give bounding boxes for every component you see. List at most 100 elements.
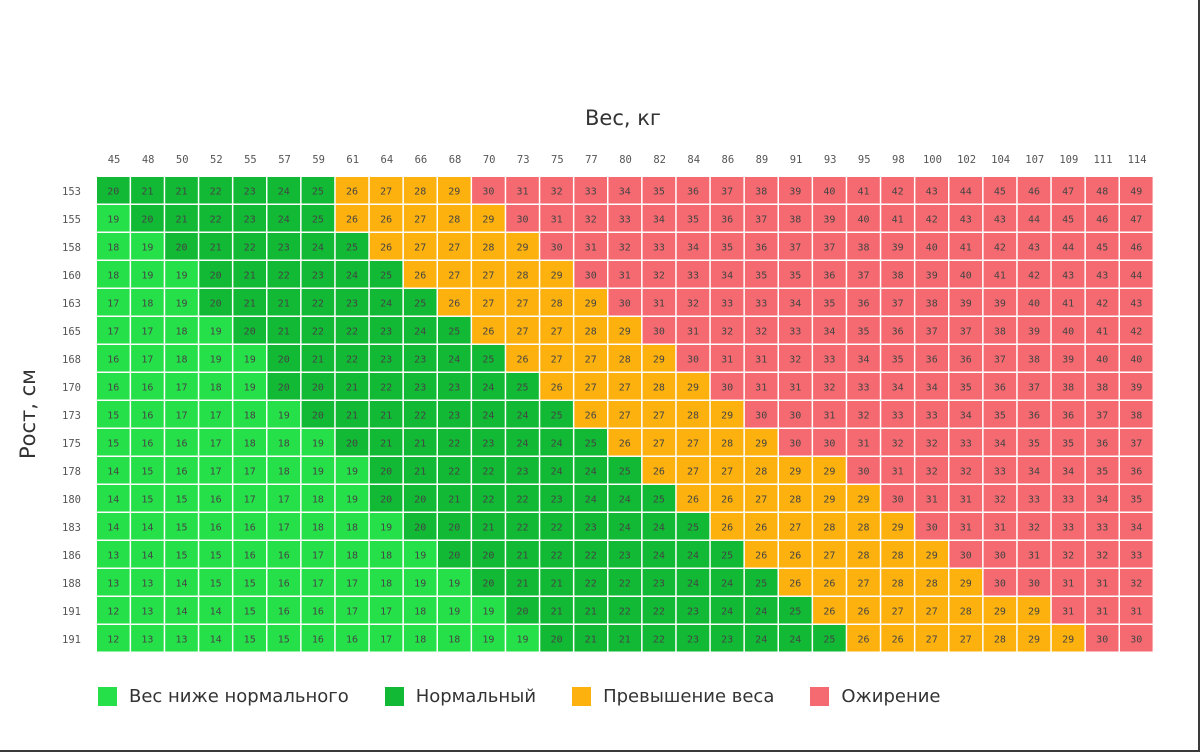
y-tick-label: 168 bbox=[62, 354, 81, 366]
cell-value-label: 20 bbox=[210, 298, 222, 309]
heatmap-cell bbox=[779, 261, 812, 288]
cell-value-label: 42 bbox=[994, 242, 1006, 253]
cell-value-label: 30 bbox=[482, 186, 494, 197]
heatmap-cell bbox=[847, 513, 880, 540]
heatmap-cell bbox=[642, 401, 676, 428]
cell-value-label: 22 bbox=[516, 522, 528, 533]
y-tick-label: 163 bbox=[62, 298, 81, 310]
cell-value-label: 25 bbox=[346, 242, 358, 253]
heatmap-cell bbox=[335, 485, 369, 512]
heatmap-cell bbox=[301, 541, 335, 568]
heatmap-cell bbox=[369, 569, 403, 596]
x-tick-label: 98 bbox=[892, 154, 905, 166]
heatmap-cell bbox=[506, 205, 539, 232]
heatmap-cell bbox=[1120, 513, 1153, 540]
heatmap-cell bbox=[744, 233, 778, 260]
cell-value-label: 20 bbox=[380, 466, 392, 477]
cell-value-label: 20 bbox=[448, 550, 460, 561]
heatmap-cell bbox=[779, 429, 812, 456]
heatmap-cell bbox=[983, 541, 1017, 568]
heatmap-cell bbox=[97, 541, 130, 568]
heatmap-cell bbox=[403, 205, 437, 232]
heatmap-cell bbox=[608, 541, 642, 568]
heatmap-cell bbox=[506, 625, 539, 652]
heatmap-cell bbox=[710, 317, 744, 344]
heatmap-cell bbox=[915, 513, 948, 540]
cell-value-label: 29 bbox=[1062, 634, 1074, 645]
cell-value-label: 18 bbox=[380, 550, 392, 561]
cell-value-label: 43 bbox=[994, 214, 1006, 225]
cell-value-label: 22 bbox=[653, 606, 665, 617]
cell-value-label: 36 bbox=[960, 354, 972, 365]
cell-value-label: 21 bbox=[482, 522, 494, 533]
heatmap-cell bbox=[131, 177, 164, 204]
cell-value-label: 29 bbox=[823, 494, 835, 505]
heatmap-cell bbox=[369, 233, 403, 260]
cell-value-label: 19 bbox=[141, 270, 153, 281]
cell-value-label: 24 bbox=[721, 606, 733, 617]
cell-value-label: 19 bbox=[244, 382, 256, 393]
heatmap-cell bbox=[1051, 289, 1085, 316]
cell-value-label: 20 bbox=[141, 214, 153, 225]
cell-value-label: 17 bbox=[244, 494, 256, 505]
cell-value-label: 44 bbox=[960, 186, 972, 197]
heatmap-cell bbox=[506, 233, 539, 260]
cell-value-label: 15 bbox=[244, 606, 256, 617]
heatmap-cell bbox=[335, 597, 369, 624]
cell-value-label: 24 bbox=[482, 410, 494, 421]
x-tick-label: 93 bbox=[824, 154, 837, 166]
cell-value-label: 28 bbox=[960, 606, 972, 617]
heatmap-cell bbox=[131, 457, 164, 484]
cell-value-label: 28 bbox=[789, 494, 801, 505]
heatmap-cell bbox=[335, 233, 369, 260]
heatmap-cell bbox=[608, 597, 642, 624]
cell-value-label: 37 bbox=[892, 298, 904, 309]
heatmap-cell bbox=[881, 569, 914, 596]
cell-value-label: 26 bbox=[585, 410, 597, 421]
heatmap-cell bbox=[267, 289, 301, 316]
heatmap-cell bbox=[301, 289, 335, 316]
heatmap-cell bbox=[642, 485, 676, 512]
heatmap-cell bbox=[608, 261, 642, 288]
cell-value-label: 15 bbox=[175, 522, 187, 533]
heatmap-cell bbox=[710, 569, 744, 596]
heatmap-cell bbox=[915, 233, 948, 260]
heatmap-cell bbox=[676, 625, 710, 652]
cell-value-label: 29 bbox=[619, 326, 631, 337]
heatmap-cell bbox=[1120, 177, 1153, 204]
heatmap-cell bbox=[131, 485, 164, 512]
cell-value-label: 28 bbox=[653, 382, 665, 393]
cell-value-label: 28 bbox=[994, 634, 1006, 645]
cell-value-label: 35 bbox=[755, 270, 767, 281]
heatmap-cell bbox=[131, 373, 164, 400]
heatmap-cell bbox=[847, 457, 880, 484]
heatmap-cell bbox=[233, 317, 266, 344]
heatmap-cell bbox=[233, 541, 266, 568]
cell-value-label: 20 bbox=[175, 242, 187, 253]
cell-value-label: 27 bbox=[892, 606, 904, 617]
cell-value-label: 47 bbox=[1062, 186, 1074, 197]
heatmap-cell bbox=[1017, 597, 1051, 624]
heatmap-cell bbox=[506, 597, 539, 624]
heatmap-cell bbox=[301, 177, 335, 204]
cell-value-label: 29 bbox=[687, 382, 699, 393]
cell-value-label: 35 bbox=[1028, 438, 1040, 449]
cell-value-label: 20 bbox=[312, 382, 324, 393]
heatmap-cell bbox=[676, 233, 710, 260]
cell-value-label: 38 bbox=[994, 326, 1006, 337]
heatmap-cell bbox=[403, 317, 437, 344]
cell-value-label: 26 bbox=[857, 634, 869, 645]
heatmap-cell bbox=[131, 429, 164, 456]
heatmap-cell bbox=[881, 373, 914, 400]
cell-value-label: 30 bbox=[585, 270, 597, 281]
cell-value-label: 18 bbox=[244, 438, 256, 449]
cell-value-label: 30 bbox=[1028, 578, 1040, 589]
heatmap-cell bbox=[744, 597, 778, 624]
heatmap-cell bbox=[199, 569, 232, 596]
heatmap-cell bbox=[301, 457, 335, 484]
cell-value-label: 22 bbox=[380, 382, 392, 393]
cell-value-label: 23 bbox=[278, 242, 290, 253]
heatmap-cell bbox=[540, 429, 573, 456]
heatmap-cell bbox=[472, 569, 505, 596]
